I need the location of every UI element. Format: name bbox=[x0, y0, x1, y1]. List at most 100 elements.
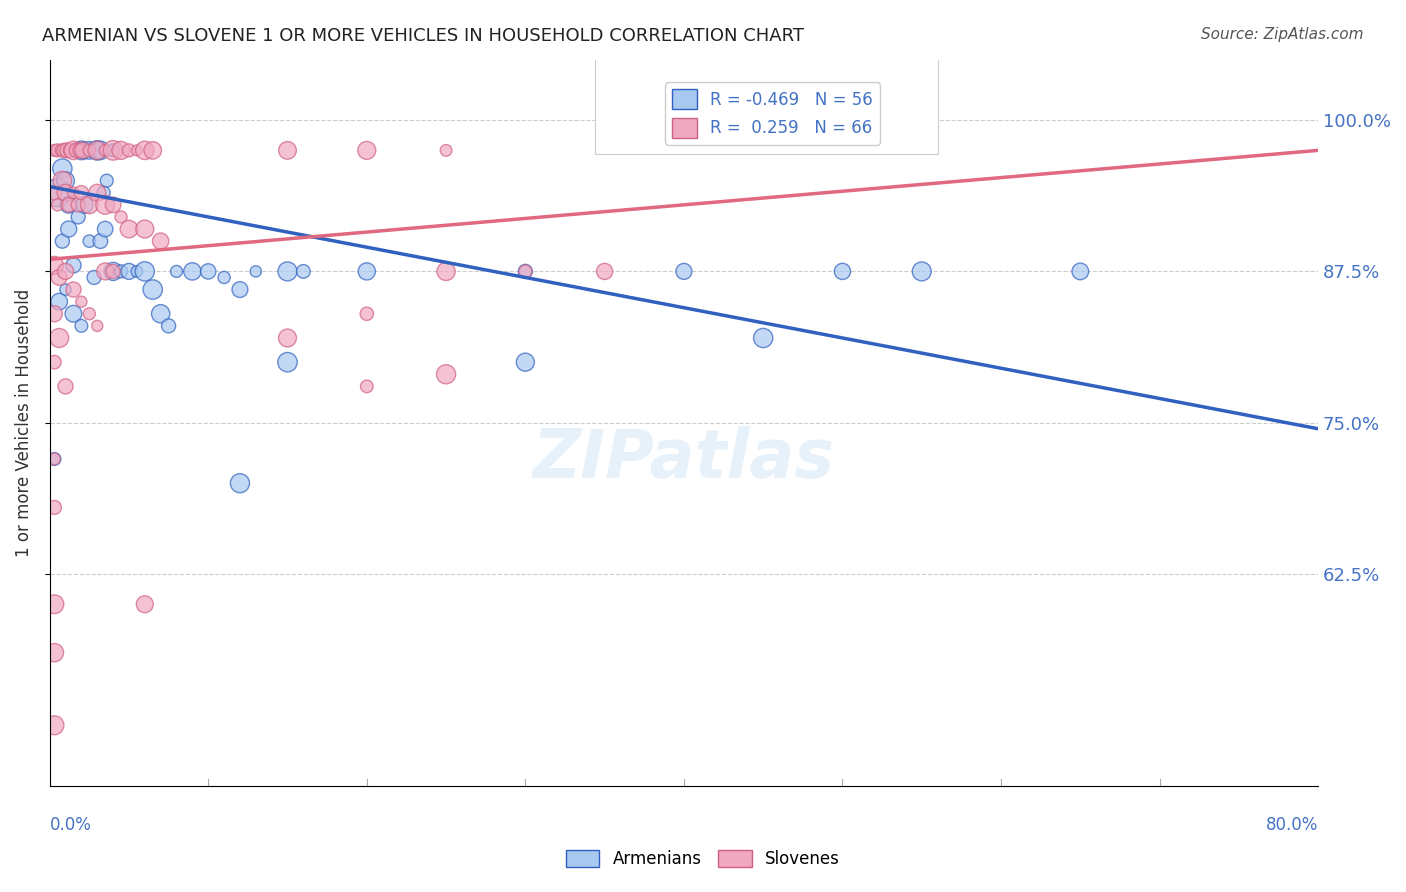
Point bbox=[101, 198, 124, 212]
Point bbox=[101, 144, 124, 158]
Point bbox=[118, 264, 141, 278]
Point bbox=[86, 186, 108, 200]
Point bbox=[62, 186, 84, 200]
Point bbox=[229, 283, 252, 297]
Point bbox=[276, 355, 298, 369]
Point bbox=[44, 718, 66, 732]
Point bbox=[55, 174, 77, 188]
Point bbox=[212, 270, 235, 285]
Point bbox=[79, 307, 101, 321]
Point bbox=[58, 222, 80, 236]
Point bbox=[118, 222, 141, 236]
Point bbox=[831, 264, 853, 278]
Point bbox=[229, 476, 252, 491]
Point bbox=[44, 258, 66, 272]
Point bbox=[125, 144, 148, 158]
Point bbox=[46, 144, 69, 158]
Point bbox=[72, 144, 94, 158]
Point bbox=[79, 198, 101, 212]
Point bbox=[101, 264, 124, 278]
Point bbox=[94, 222, 117, 236]
Point bbox=[245, 264, 267, 278]
Point bbox=[149, 234, 172, 248]
Point bbox=[593, 264, 616, 278]
Point bbox=[62, 307, 84, 321]
Point bbox=[101, 264, 124, 278]
Point bbox=[70, 144, 93, 158]
Point bbox=[51, 174, 73, 188]
Text: 80.0%: 80.0% bbox=[1265, 816, 1319, 834]
Point bbox=[134, 264, 156, 278]
Point bbox=[44, 646, 66, 660]
Point bbox=[49, 144, 72, 158]
Point bbox=[752, 331, 775, 345]
Point bbox=[62, 258, 84, 272]
Point bbox=[110, 144, 132, 158]
Point bbox=[672, 264, 695, 278]
Point bbox=[83, 144, 105, 158]
Point bbox=[70, 186, 93, 200]
Point bbox=[166, 264, 188, 278]
Point bbox=[62, 144, 84, 158]
Point bbox=[73, 198, 96, 212]
Point bbox=[125, 264, 148, 278]
Point bbox=[51, 161, 73, 176]
Point bbox=[157, 318, 180, 333]
Point bbox=[55, 186, 77, 200]
Point bbox=[515, 264, 537, 278]
Point bbox=[515, 355, 537, 369]
Text: Source: ZipAtlas.com: Source: ZipAtlas.com bbox=[1201, 27, 1364, 42]
Point bbox=[110, 210, 132, 224]
Point bbox=[96, 174, 118, 188]
Legend: R = -0.469   N = 56, R =  0.259   N = 66: R = -0.469 N = 56, R = 0.259 N = 66 bbox=[665, 82, 880, 145]
Point bbox=[86, 144, 108, 158]
FancyBboxPatch shape bbox=[595, 53, 938, 154]
Text: ARMENIAN VS SLOVENE 1 OR MORE VEHICLES IN HOUSEHOLD CORRELATION CHART: ARMENIAN VS SLOVENE 1 OR MORE VEHICLES I… bbox=[42, 27, 804, 45]
Point bbox=[55, 264, 77, 278]
Point bbox=[434, 264, 457, 278]
Point bbox=[434, 368, 457, 382]
Point bbox=[69, 144, 91, 158]
Point bbox=[101, 144, 124, 158]
Point bbox=[52, 144, 75, 158]
Text: ZIPatlas: ZIPatlas bbox=[533, 426, 835, 492]
Point bbox=[142, 144, 165, 158]
Point bbox=[58, 198, 80, 212]
Point bbox=[48, 331, 70, 345]
Point bbox=[48, 270, 70, 285]
Point bbox=[44, 355, 66, 369]
Point bbox=[44, 452, 66, 467]
Point bbox=[89, 144, 111, 158]
Point bbox=[79, 144, 101, 158]
Point bbox=[89, 234, 111, 248]
Point bbox=[58, 198, 80, 212]
Point bbox=[83, 270, 105, 285]
Point bbox=[86, 318, 108, 333]
Point bbox=[70, 294, 93, 309]
Point bbox=[94, 144, 117, 158]
Point bbox=[276, 331, 298, 345]
Point bbox=[44, 500, 66, 515]
Point bbox=[110, 264, 132, 278]
Point bbox=[67, 210, 90, 224]
Point bbox=[142, 283, 165, 297]
Y-axis label: 1 or more Vehicles in Household: 1 or more Vehicles in Household bbox=[15, 289, 32, 557]
Point bbox=[356, 144, 378, 158]
Point bbox=[46, 198, 69, 212]
Point bbox=[292, 264, 315, 278]
Point bbox=[56, 144, 79, 158]
Point bbox=[44, 144, 66, 158]
Point bbox=[65, 144, 87, 158]
Point bbox=[86, 144, 108, 158]
Point bbox=[134, 597, 156, 611]
Point bbox=[181, 264, 204, 278]
Point bbox=[134, 144, 156, 158]
Point bbox=[356, 307, 378, 321]
Point bbox=[93, 186, 115, 200]
Point bbox=[62, 283, 84, 297]
Point bbox=[356, 264, 378, 278]
Point bbox=[67, 198, 90, 212]
Point bbox=[51, 234, 73, 248]
Point bbox=[48, 294, 70, 309]
Point bbox=[79, 144, 101, 158]
